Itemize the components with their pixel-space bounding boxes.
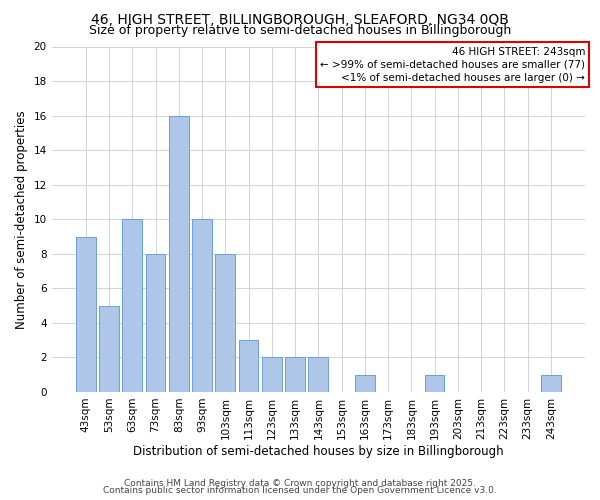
Bar: [239, 340, 259, 392]
Text: Size of property relative to semi-detached houses in Billingborough: Size of property relative to semi-detach…: [89, 24, 511, 37]
Bar: [215, 254, 235, 392]
Bar: [541, 374, 561, 392]
Bar: [76, 236, 95, 392]
X-axis label: Distribution of semi-detached houses by size in Billingborough: Distribution of semi-detached houses by …: [133, 444, 503, 458]
Text: 46, HIGH STREET, BILLINGBOROUGH, SLEAFORD, NG34 0QB: 46, HIGH STREET, BILLINGBOROUGH, SLEAFOR…: [91, 12, 509, 26]
Bar: [122, 219, 142, 392]
Text: Contains HM Land Registry data © Crown copyright and database right 2025.: Contains HM Land Registry data © Crown c…: [124, 478, 476, 488]
Bar: [308, 358, 328, 392]
Bar: [285, 358, 305, 392]
Bar: [262, 358, 282, 392]
Bar: [146, 254, 166, 392]
Bar: [425, 374, 445, 392]
Text: 46 HIGH STREET: 243sqm
← >99% of semi-detached houses are smaller (77)
<1% of se: 46 HIGH STREET: 243sqm ← >99% of semi-de…: [320, 46, 585, 83]
Bar: [169, 116, 188, 392]
Bar: [355, 374, 375, 392]
Bar: [99, 306, 119, 392]
Text: Contains public sector information licensed under the Open Government Licence v3: Contains public sector information licen…: [103, 486, 497, 495]
Bar: [192, 219, 212, 392]
Y-axis label: Number of semi-detached properties: Number of semi-detached properties: [15, 110, 28, 328]
